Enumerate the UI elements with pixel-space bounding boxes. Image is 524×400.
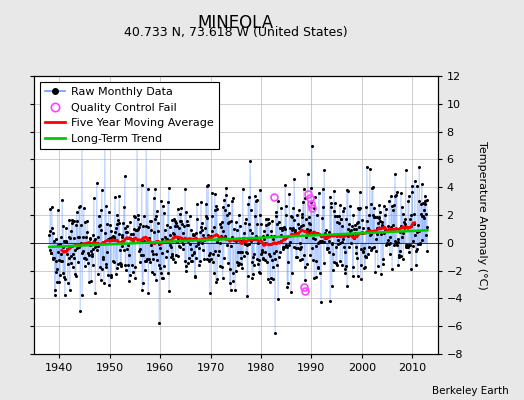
Text: 40.733 N, 73.618 W (United States): 40.733 N, 73.618 W (United States) — [124, 26, 347, 39]
Legend: Raw Monthly Data, Quality Control Fail, Five Year Moving Average, Long-Term Tren: Raw Monthly Data, Quality Control Fail, … — [40, 82, 219, 149]
Y-axis label: Temperature Anomaly (°C): Temperature Anomaly (°C) — [477, 141, 487, 289]
Text: Berkeley Earth: Berkeley Earth — [432, 386, 508, 396]
Text: MINEOLA: MINEOLA — [198, 14, 274, 32]
